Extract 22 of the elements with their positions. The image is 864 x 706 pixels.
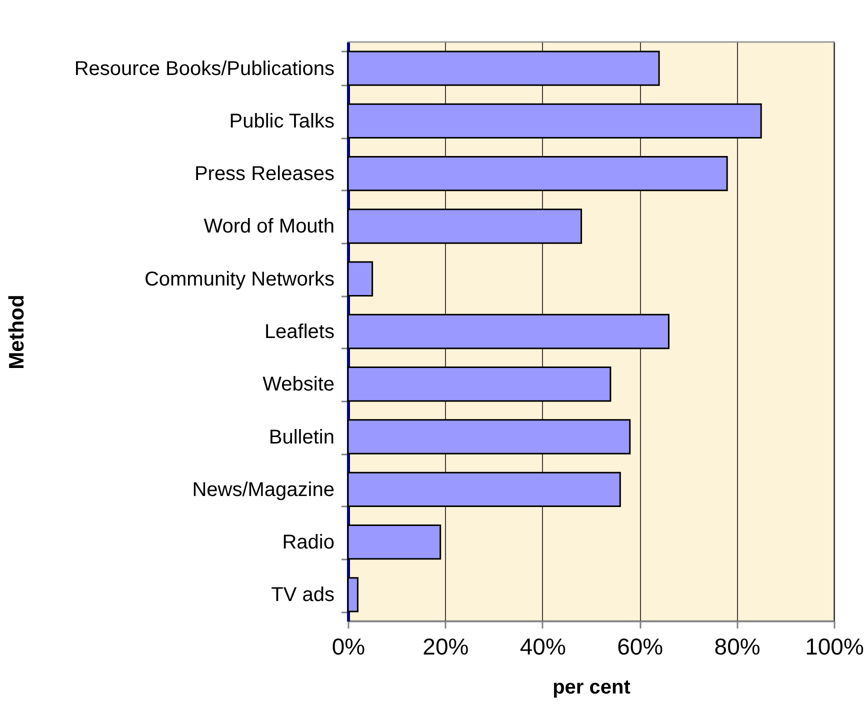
x-tick-label: 20% — [422, 634, 469, 660]
x-tick-label: 80% — [714, 634, 760, 660]
x-tick-label: 100% — [805, 634, 864, 660]
y-tick-label: Resource Books/Publications — [74, 58, 334, 80]
y-tick-label: Public Talks — [229, 110, 334, 132]
y-tick-label: News/Magazine — [192, 478, 334, 501]
x-tick-label: 0% — [332, 634, 366, 660]
y-tick-label: Community Networks — [144, 268, 334, 290]
y-tick-label: Radio — [282, 532, 334, 554]
y-axis-title: Method — [6, 294, 28, 370]
y-tick-label: Website — [262, 374, 334, 396]
y-tick-label: Word of Mouth — [204, 216, 334, 238]
y-tick-label: Press Releases — [194, 163, 334, 186]
x-tick-label: 60% — [617, 634, 664, 660]
x-tick-label: 40% — [520, 634, 566, 660]
bar — [347, 261, 374, 296]
bar — [347, 524, 442, 560]
y-tick-label: Bulletin — [268, 426, 334, 448]
bar — [347, 577, 358, 612]
y-tick-label: TV ads — [271, 584, 334, 606]
x-axis-title: per cent — [552, 676, 631, 698]
y-tick-label: Leaflets — [264, 321, 334, 343]
